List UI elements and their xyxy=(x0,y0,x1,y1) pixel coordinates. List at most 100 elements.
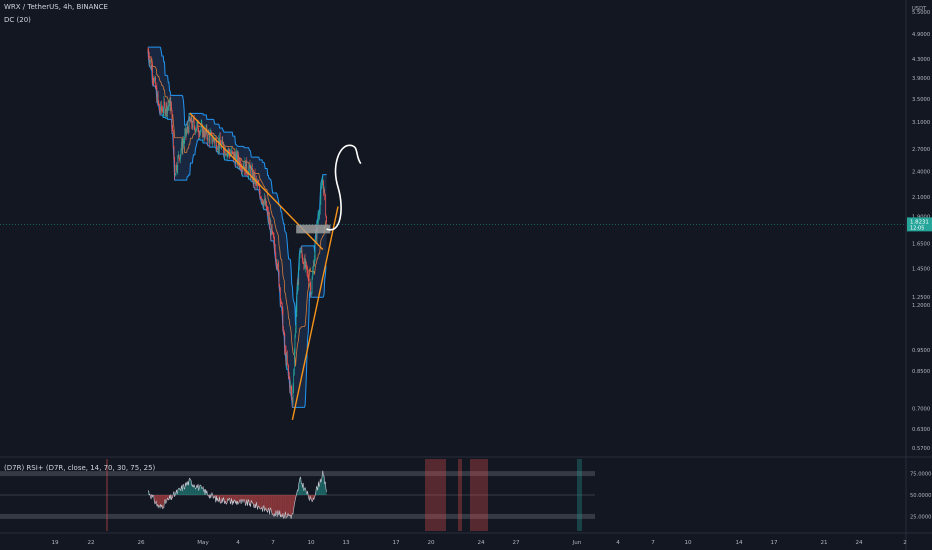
support-zone[interactable] xyxy=(296,224,331,234)
candle-body xyxy=(202,128,204,138)
candle-body xyxy=(189,117,191,120)
candle-body xyxy=(150,60,151,61)
current-price-badge xyxy=(907,217,932,232)
rsi-area-segment xyxy=(319,485,320,495)
ascending-trendline[interactable] xyxy=(291,206,339,421)
candle-body xyxy=(157,93,158,102)
price-tick-label: 0.9500 xyxy=(912,348,930,354)
time-tick-label: 13 xyxy=(342,540,350,546)
candle-body xyxy=(157,93,159,102)
candle-body xyxy=(220,143,222,149)
rsi-area-segment xyxy=(277,495,279,515)
current-price-countdown: 12:05 xyxy=(910,225,924,231)
candle-body xyxy=(259,191,261,198)
rsi-extreme-highlight xyxy=(106,459,108,531)
candle-body xyxy=(154,78,155,83)
price-tick-label: 3.5000 xyxy=(912,97,930,103)
drawings[interactable] xyxy=(189,112,362,421)
candlesticks xyxy=(147,47,327,408)
candle-body xyxy=(304,257,306,267)
rsi-area-segment xyxy=(322,470,323,495)
candle-body xyxy=(248,168,249,175)
candle-body xyxy=(256,178,257,182)
candle-body xyxy=(159,110,161,112)
rsi-area-segment xyxy=(281,495,283,517)
candle-body xyxy=(150,60,152,70)
candle-body xyxy=(169,99,170,106)
candle-body xyxy=(319,211,320,215)
candle-body xyxy=(322,180,324,185)
candle-body xyxy=(302,255,303,262)
time-tick-label: 2 xyxy=(903,540,907,546)
rsi-tick-label: 25.0000 xyxy=(910,514,931,520)
candle-body xyxy=(232,151,234,153)
candle-body xyxy=(151,67,153,70)
candle-body xyxy=(295,328,296,336)
candle-body xyxy=(323,189,325,193)
time-tick-label: 17 xyxy=(392,540,400,546)
rsi-extreme-highlight xyxy=(577,459,582,531)
candle-body xyxy=(185,128,186,134)
rsi-area-segment xyxy=(148,490,149,495)
candle-body xyxy=(181,141,182,151)
candle-body xyxy=(266,209,268,211)
candle-body xyxy=(318,216,319,222)
candle-body xyxy=(253,172,255,182)
rsi-area-segment xyxy=(189,478,190,495)
rsi-area-segment xyxy=(268,495,269,510)
candle-body xyxy=(310,284,312,294)
rsi-area-segment xyxy=(234,495,236,503)
candle-body xyxy=(268,210,269,220)
candle-body xyxy=(324,189,325,195)
projection-curve[interactable] xyxy=(326,144,362,231)
candle-body xyxy=(162,109,163,113)
candle-body xyxy=(311,279,313,293)
candle-body xyxy=(182,143,184,151)
rsi-area-segment xyxy=(180,485,182,495)
rsi-area-segment xyxy=(291,495,293,516)
candle-body xyxy=(159,104,160,111)
rsi-area-segment xyxy=(259,495,261,509)
candle-body xyxy=(237,152,238,164)
candle-body xyxy=(300,249,302,252)
candle-body xyxy=(263,201,265,206)
candle-body xyxy=(266,200,267,210)
candle-body xyxy=(278,262,279,271)
rsi-line xyxy=(147,470,327,519)
candle-body xyxy=(325,214,327,217)
candle-body xyxy=(148,50,149,57)
candle-body xyxy=(283,329,284,331)
candle-body xyxy=(216,148,218,150)
candle-body xyxy=(292,398,293,403)
rsi-area-segment xyxy=(264,495,266,511)
price-tick-label: 1.2000 xyxy=(912,303,930,309)
candle-body xyxy=(274,240,275,249)
rsi-area-segment xyxy=(234,495,235,501)
rsi-area-segment xyxy=(265,495,267,511)
candle-body xyxy=(197,122,199,132)
candle-body xyxy=(200,130,201,132)
candle-body xyxy=(196,123,198,130)
candle-body xyxy=(290,385,291,389)
candle-body xyxy=(261,199,263,201)
rsi-area-segment xyxy=(290,495,292,519)
candle-body xyxy=(202,124,203,138)
candle-body xyxy=(280,288,281,301)
candle-body xyxy=(174,158,175,176)
candle-body xyxy=(250,169,252,177)
candle-body xyxy=(193,118,194,121)
candle-body xyxy=(307,270,308,273)
candle-body xyxy=(200,125,202,131)
candle-body xyxy=(281,303,283,310)
rsi-area-segment xyxy=(281,495,282,517)
candle-body xyxy=(207,136,208,141)
candle-body xyxy=(312,271,313,280)
rsi-area-segment xyxy=(195,487,197,495)
rsi-area-segment xyxy=(310,495,312,500)
candle-body xyxy=(225,154,227,156)
rsi-area-segment xyxy=(251,495,253,504)
candle-body xyxy=(205,129,206,133)
candle-body xyxy=(231,150,232,154)
candle-body xyxy=(167,106,168,114)
